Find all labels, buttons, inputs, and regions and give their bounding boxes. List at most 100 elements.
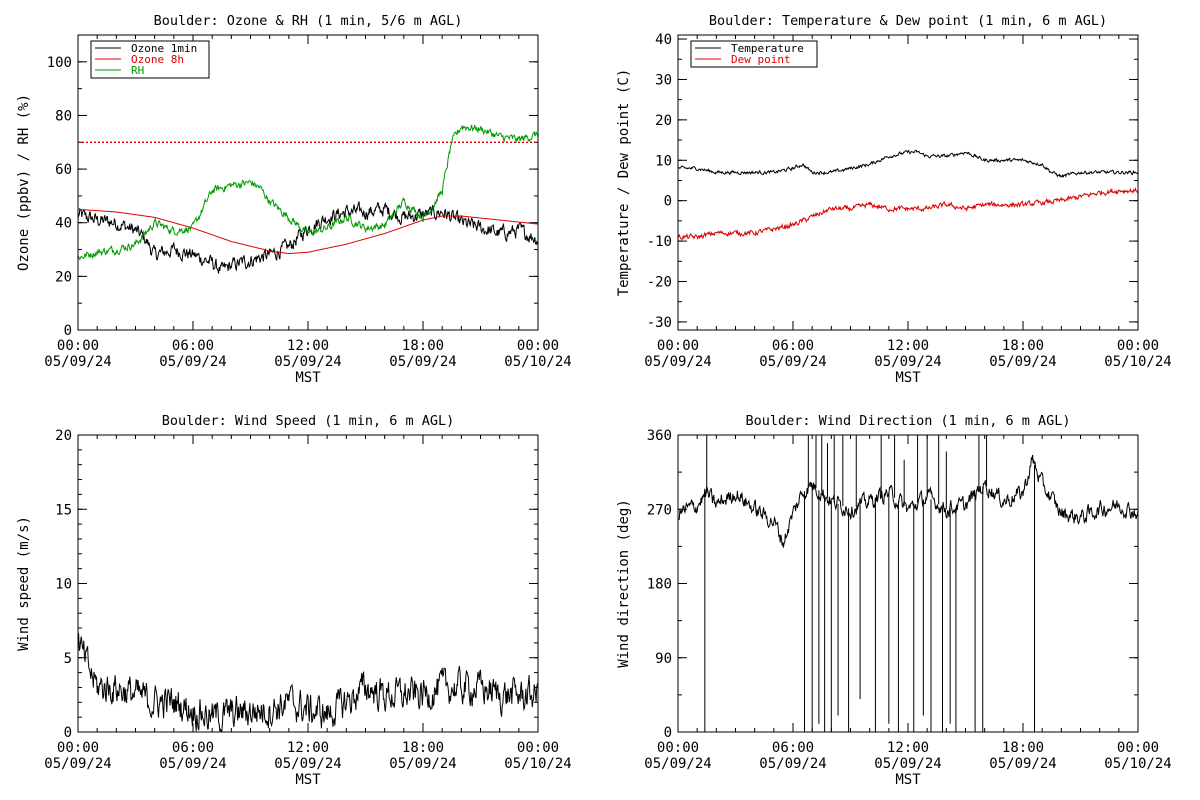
y-tick-label: 360	[647, 428, 672, 444]
x-tick-label-date: 05/09/24	[389, 756, 456, 772]
x-tick-label-date: 05/10/24	[504, 756, 571, 772]
chart-ozone: Boulder: Ozone & RH (1 min, 5/6 m AGL) 0 2…	[16, 13, 572, 386]
legend-label: Temperature	[731, 42, 804, 55]
x-tick-label-date: 05/09/24	[874, 756, 941, 772]
y-tick-label: -20	[647, 275, 672, 291]
plot-area	[678, 435, 1138, 732]
x-tick-label-date: 05/09/24	[44, 354, 111, 370]
x-tick-label-time: 00:00	[57, 338, 99, 354]
legend-label: Ozone 1min	[131, 42, 197, 55]
x-tick-label-date: 05/09/24	[159, 354, 226, 370]
x-tick-label-date: 05/09/24	[644, 354, 711, 370]
y-tick-label: 20	[55, 428, 72, 444]
x-tick-label-time: 18:00	[1002, 338, 1044, 354]
plot-frame	[77, 434, 539, 733]
x-tick-label-date: 05/10/24	[504, 354, 571, 370]
x-tick-label-date: 05/09/24	[274, 354, 341, 370]
x-tick-label-date: 05/09/24	[759, 354, 826, 370]
x-axis-label: MST	[295, 370, 321, 386]
y-tick-label: 180	[647, 577, 672, 593]
x-tick-label-time: 06:00	[772, 338, 814, 354]
y-tick-label: 60	[55, 162, 72, 178]
chart-title: Boulder: Wind Direction (1 min, 6 m AGL)	[745, 413, 1070, 429]
plot-frame	[77, 34, 539, 331]
x-tick-label-time: 18:00	[402, 338, 444, 354]
y-axis-label: Wind speed (m/s)	[16, 516, 32, 651]
y-tick-label: 5	[64, 651, 72, 667]
y-tick-label: 80	[55, 108, 72, 124]
y-tick-label: 20	[55, 269, 72, 285]
y-axis-label: Temperature / Dew point (C)	[616, 69, 632, 297]
x-tick-label-time: 00:00	[1117, 338, 1159, 354]
y-tick-label: 40	[655, 32, 672, 48]
x-tick-label-time: 12:00	[287, 740, 329, 756]
series-line-rh	[78, 124, 538, 261]
y-tick-label: 0	[64, 725, 72, 741]
plot-area	[678, 149, 1138, 241]
x-tick-label-date: 05/09/24	[989, 354, 1056, 370]
x-axis-label: MST	[895, 370, 921, 386]
y-tick-label: 0	[664, 194, 672, 210]
chart-temp: Boulder: Temperature & Dew point (1 min,…	[616, 13, 1172, 386]
y-tick-label: -10	[647, 234, 672, 250]
y-tick-label: 10	[55, 577, 72, 593]
y-tick-label: 270	[647, 502, 672, 518]
x-tick-label-date: 05/10/24	[1104, 756, 1171, 772]
series-line-temperature	[678, 149, 1138, 178]
x-tick-label-date: 05/09/24	[644, 756, 711, 772]
plot-frame	[677, 434, 1139, 733]
y-tick-label: 20	[655, 113, 672, 129]
legend-box	[690, 40, 818, 68]
x-tick-label-time: 18:00	[402, 740, 444, 756]
y-tick-label: 30	[655, 72, 672, 88]
x-tick-label-time: 06:00	[172, 338, 214, 354]
x-tick-label-time: 06:00	[772, 740, 814, 756]
plot-frame	[677, 34, 1139, 331]
y-axis-label: Wind direction (deg)	[616, 499, 632, 668]
y-tick-label: 0	[664, 725, 672, 741]
x-tick-label-date: 05/09/24	[159, 756, 226, 772]
y-tick-label: 90	[655, 651, 672, 667]
y-tick-label: 40	[55, 216, 72, 232]
series-line-dew-point	[678, 187, 1138, 241]
x-tick-label-time: 00:00	[657, 740, 699, 756]
chart-wspd: Boulder: Wind Speed (1 min, 6 m AGL) 0 5 10…	[16, 413, 572, 788]
x-axis-label: MST	[295, 772, 321, 788]
x-tick-label-date: 05/09/24	[274, 756, 341, 772]
plot-area	[78, 633, 538, 732]
x-tick-label-time: 00:00	[517, 740, 559, 756]
x-tick-label-time: 00:00	[517, 338, 559, 354]
plot-area	[78, 124, 538, 274]
x-tick-label-time: 00:00	[57, 740, 99, 756]
x-tick-label-time: 18:00	[1002, 740, 1044, 756]
y-tick-label: 10	[655, 153, 672, 169]
legend-label: Dew point	[731, 53, 791, 66]
x-tick-label-time: 00:00	[657, 338, 699, 354]
x-tick-label-date: 05/09/24	[874, 354, 941, 370]
y-tick-label: 0	[64, 323, 72, 339]
y-tick-label: 100	[47, 55, 72, 71]
x-axis-label: MST	[895, 772, 921, 788]
y-tick-label: -30	[647, 315, 672, 331]
legend-label: RH	[131, 64, 144, 77]
chart-wdir: Boulder: Wind Direction (1 min, 6 m AGL)…	[616, 413, 1172, 788]
legend-label: Ozone 8h	[131, 53, 184, 66]
chart-title: Boulder: Ozone & RH (1 min, 5/6 m AGL)	[154, 13, 463, 29]
x-tick-label-date: 05/09/24	[759, 756, 826, 772]
x-tick-label-date: 05/10/24	[1104, 354, 1171, 370]
series-line-wdir	[678, 454, 1138, 548]
x-tick-label-time: 12:00	[287, 338, 329, 354]
x-tick-label-time: 06:00	[172, 740, 214, 756]
series-line-ozone-8h	[78, 208, 538, 255]
chart-title: Boulder: Temperature & Dew point (1 min,…	[709, 13, 1107, 29]
x-tick-label-date: 05/09/24	[44, 756, 111, 772]
x-tick-label-time: 12:00	[887, 338, 929, 354]
series-line-ozone-1min	[78, 201, 538, 274]
x-tick-label-date: 05/09/24	[989, 756, 1056, 772]
y-tick-label: 15	[55, 502, 72, 518]
x-tick-label-time: 00:00	[1117, 740, 1159, 756]
series-line-wspd	[78, 633, 538, 732]
